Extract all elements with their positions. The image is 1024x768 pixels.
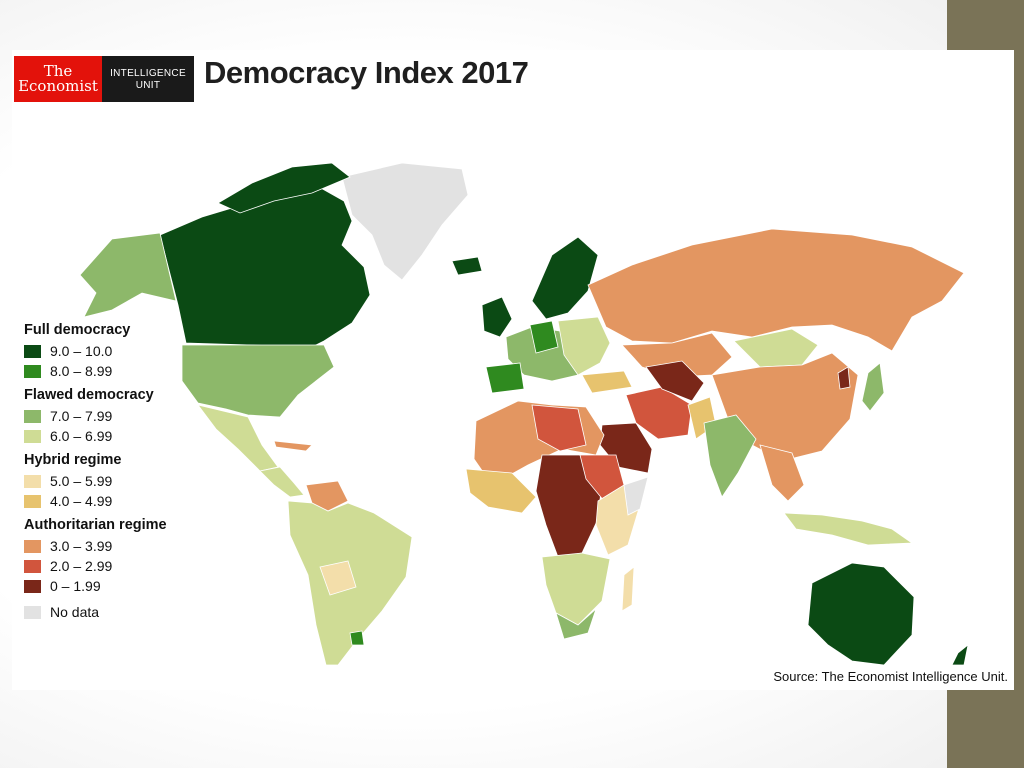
southeast-asia	[759, 444, 805, 502]
legend-item: 0 – 1.99	[24, 576, 204, 596]
legend-item: 4.0 – 4.99	[24, 491, 204, 511]
legend-category-2: Hybrid regime	[24, 452, 122, 468]
spain	[485, 362, 525, 394]
scandinavia	[531, 236, 599, 320]
legend-label: No data	[50, 604, 100, 620]
libya	[531, 404, 587, 452]
legend-label: 7.0 – 7.99	[50, 408, 113, 424]
southern-africa	[541, 552, 611, 626]
intelligence-unit-logo: INTELLIGENCE UNIT	[102, 56, 194, 102]
legend-category-1: Flawed democracy	[24, 387, 154, 403]
legend-category-0: Full democracy	[24, 322, 131, 338]
eastern-europe	[557, 316, 611, 376]
legend-item: 3.0 – 3.99	[24, 536, 204, 556]
legend-swatch	[24, 494, 41, 508]
world-map	[79, 162, 969, 665]
somalia	[623, 476, 649, 516]
logo-line-1: The	[43, 62, 73, 80]
legend-item: 7.0 – 7.99	[24, 406, 204, 426]
legend-label: 5.0 – 5.99	[50, 473, 113, 489]
legend-label: 2.0 – 2.99	[50, 558, 113, 574]
legend-item: 5.0 – 5.99	[24, 471, 204, 491]
germany	[529, 320, 559, 354]
india	[703, 414, 757, 498]
new-zealand	[951, 644, 969, 665]
alaska	[79, 232, 177, 318]
legend-swatch	[24, 474, 41, 488]
legend-label: 0 – 1.99	[50, 578, 101, 594]
uruguay	[349, 630, 365, 646]
legend-swatch	[24, 409, 41, 423]
header: The Economist INTELLIGENCE UNIT Democrac…	[12, 53, 632, 103]
legend-label: 9.0 – 10.0	[50, 343, 113, 359]
uk-ireland	[481, 296, 513, 338]
legend-item: 8.0 – 8.99	[24, 361, 204, 381]
legend-label: 4.0 – 4.99	[50, 493, 113, 509]
australia	[807, 562, 915, 665]
afghanistan	[645, 360, 705, 402]
indonesia	[783, 512, 914, 546]
legend-swatch	[24, 559, 41, 573]
map-legend: Full democracy 9.0 – 10.0 8.0 – 8.99 Flawed…	[24, 316, 204, 622]
unit-line-1: INTELLIGENCE	[110, 68, 186, 79]
turkey	[581, 370, 633, 394]
iceland	[451, 256, 483, 276]
legend-item: 2.0 – 2.99	[24, 556, 204, 576]
madagascar	[621, 566, 635, 612]
logo-line-2: Economist	[18, 77, 98, 95]
legend-item: 9.0 – 10.0	[24, 341, 204, 361]
cuba	[273, 440, 313, 452]
south-africa	[555, 607, 597, 640]
legend-swatch	[24, 364, 41, 378]
central-america	[259, 466, 305, 498]
mongolia	[733, 328, 819, 368]
legend-swatch	[24, 605, 41, 619]
bolivia	[319, 560, 357, 596]
japan	[861, 362, 885, 412]
unit-line-2: UNIT	[135, 80, 161, 91]
legend-label: 6.0 – 6.99	[50, 428, 113, 444]
legend-item: 6.0 – 6.99	[24, 426, 204, 446]
legend-label: 8.0 – 8.99	[50, 363, 113, 379]
legend-swatch	[24, 344, 41, 358]
source-note: Source: The Economist Intelligence Unit.	[773, 669, 1008, 684]
usa	[181, 344, 335, 418]
economist-logo: The Economist	[14, 56, 102, 102]
north-korea	[837, 366, 851, 390]
legend-label: 3.0 – 3.99	[50, 538, 113, 554]
legend-swatch	[24, 579, 41, 593]
map-card: The Economist INTELLIGENCE UNIT Democrac…	[12, 50, 1014, 690]
legend-category-3: Authoritarian regime	[24, 517, 167, 533]
legend-item: No data	[24, 602, 204, 622]
venezuela	[305, 480, 349, 512]
arctic-islands	[217, 162, 351, 214]
map-title: Democracy Index 2017	[204, 55, 529, 90]
greenland	[341, 162, 469, 281]
legend-swatch	[24, 429, 41, 443]
west-africa	[465, 468, 537, 514]
legend-swatch	[24, 539, 41, 553]
